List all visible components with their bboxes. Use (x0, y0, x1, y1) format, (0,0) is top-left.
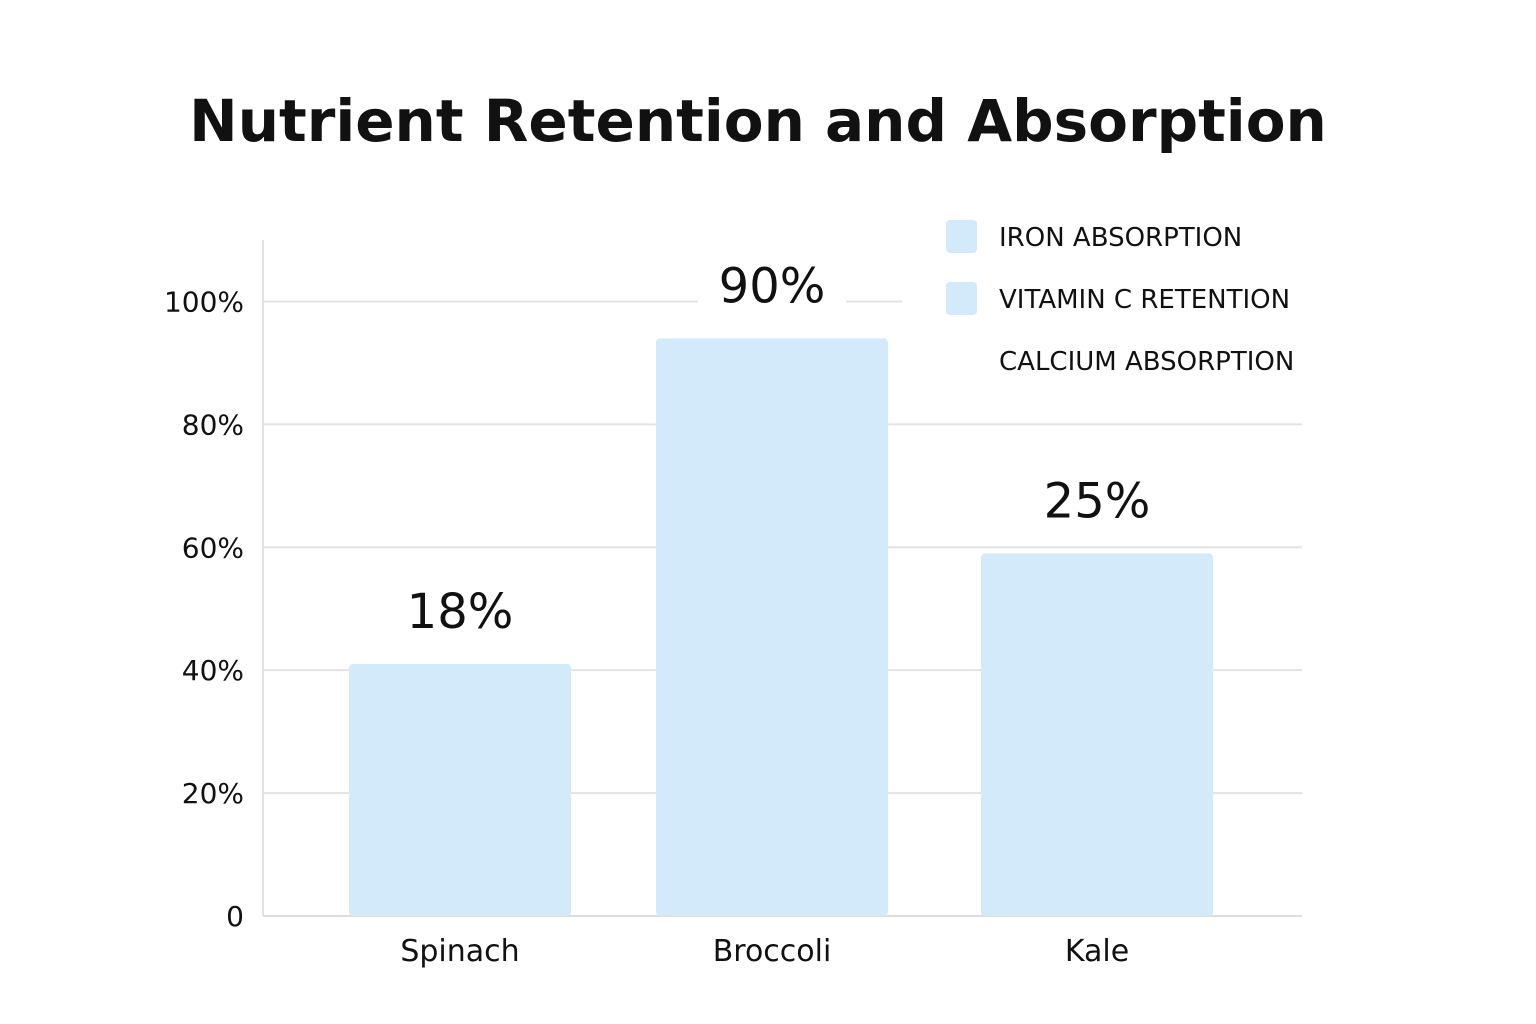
y-tick-label: 100% (164, 285, 244, 318)
x-tick-label: Broccoli (713, 934, 832, 969)
legend-background (902, 205, 1362, 395)
y-tick-label: 20% (182, 777, 244, 810)
data-label: 18% (407, 584, 514, 640)
legend-label: VITAMIN C RETENTION (999, 285, 1290, 315)
legend-label: IRON ABSORPTION (999, 223, 1242, 253)
y-tick-label: 40% (182, 654, 244, 687)
bar-kale (981, 553, 1213, 916)
legend-swatch (946, 282, 977, 315)
chart-title: Nutrient Retention and Absorption (189, 87, 1327, 155)
bars (349, 338, 1213, 916)
x-tick-label: Spinach (400, 934, 519, 969)
data-label-background (698, 256, 846, 321)
y-tick-label: 60% (182, 531, 244, 564)
legend-swatch (946, 220, 977, 253)
data-label: 25% (1044, 473, 1151, 529)
y-tick-label: 0 (226, 900, 244, 933)
legend-label: CALCIUM ABSORPTION (999, 347, 1294, 377)
legend: IRON ABSORPTION VITAMIN C RETENTION CALCIU… (902, 205, 1362, 395)
data-labels: 18% 90% 25% (407, 256, 1151, 640)
data-label: 90% (719, 258, 826, 314)
bar-broccoli (656, 338, 888, 916)
x-tick-label: Kale (1065, 934, 1129, 969)
bar-spinach (349, 664, 571, 916)
y-tick-label: 80% (182, 408, 244, 441)
